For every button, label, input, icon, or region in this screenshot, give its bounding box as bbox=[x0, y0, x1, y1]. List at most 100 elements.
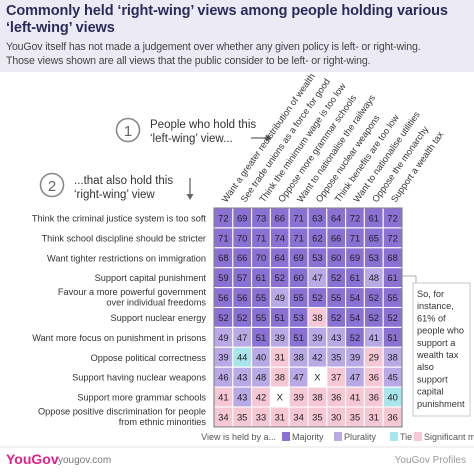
row-label: Support capital punishment bbox=[95, 273, 207, 283]
cell-value: 51 bbox=[293, 332, 303, 343]
cell-value: 48 bbox=[256, 372, 266, 383]
step-1-circle bbox=[115, 117, 141, 143]
cell-value: 35 bbox=[312, 411, 322, 422]
cell-value: 53 bbox=[312, 252, 322, 263]
cell-value: 42 bbox=[312, 352, 322, 363]
step-1-line-1: People who hold this bbox=[150, 119, 256, 131]
cell-value: 47 bbox=[350, 372, 360, 383]
cell-value: 36 bbox=[331, 391, 341, 402]
cell-value: 39 bbox=[293, 391, 303, 402]
cell-value: 55 bbox=[256, 292, 266, 303]
cell-value: 48 bbox=[369, 272, 379, 283]
cell-value: 71 bbox=[256, 232, 266, 243]
cell-value: 51 bbox=[275, 312, 285, 323]
grid-border bbox=[213, 207, 403, 428]
cell-value: 69 bbox=[237, 212, 247, 223]
cell-value: 66 bbox=[237, 252, 247, 263]
cell-value: 71 bbox=[293, 232, 303, 243]
cell-value: 31 bbox=[275, 352, 285, 363]
cell-value: 38 bbox=[387, 352, 397, 363]
footer-site[interactable]: yougov.com bbox=[58, 455, 112, 466]
cell-value: 55 bbox=[331, 292, 341, 303]
cell-value: 71 bbox=[293, 212, 303, 223]
cell-value: 61 bbox=[387, 272, 397, 283]
cell-value: 73 bbox=[256, 212, 266, 223]
cell-value: 68 bbox=[218, 252, 228, 263]
cell-value: 72 bbox=[350, 212, 360, 223]
cell-value: 36 bbox=[387, 411, 397, 422]
callout-line: capital bbox=[417, 387, 444, 397]
cell-value: 69 bbox=[350, 252, 360, 263]
subtitle-line-2: Those views shown are all views that the… bbox=[6, 55, 371, 67]
callout-line: 61% of bbox=[417, 313, 446, 323]
row-label: from ethnic minorities bbox=[119, 417, 207, 427]
legend-label: View is held by a... bbox=[201, 432, 276, 442]
cell-value: 52 bbox=[369, 292, 379, 303]
cell-value: 69 bbox=[293, 252, 303, 263]
chart-subtitle: YouGov itself has not made a judgement o… bbox=[6, 40, 474, 68]
row-label: Oppose political correctness bbox=[91, 353, 207, 363]
cell-value: 41 bbox=[369, 332, 379, 343]
cell-value: 45 bbox=[387, 372, 397, 383]
cell-value: 70 bbox=[237, 232, 247, 243]
cell-value: 55 bbox=[387, 292, 397, 303]
cell-value: 39 bbox=[312, 332, 322, 343]
callout-line: So, for bbox=[417, 289, 444, 299]
cell-value: 39 bbox=[350, 352, 360, 363]
cell-value: 54 bbox=[350, 292, 360, 303]
callout-line: instance, bbox=[417, 301, 454, 311]
legend-swatch bbox=[390, 432, 398, 441]
cell-value: 52 bbox=[312, 292, 322, 303]
legend-item-label: Tie bbox=[400, 432, 412, 442]
cell-value: 61 bbox=[369, 212, 379, 223]
cell-value: 38 bbox=[312, 391, 322, 402]
cell-value: 63 bbox=[312, 212, 322, 223]
legend-swatch bbox=[282, 432, 290, 441]
cell-value: 49 bbox=[218, 332, 228, 343]
cell-value: 70 bbox=[256, 252, 266, 263]
cell-value: 57 bbox=[237, 272, 247, 283]
callout-line: support bbox=[417, 374, 448, 384]
legend-item-label: Majority bbox=[292, 432, 324, 442]
cell-value: 51 bbox=[256, 332, 266, 343]
row-label: Support more grammar schools bbox=[77, 393, 206, 403]
cell-value: 35 bbox=[331, 352, 341, 363]
callout-box bbox=[412, 282, 471, 417]
cell-value: 35 bbox=[350, 411, 360, 422]
cell-value: 51 bbox=[387, 332, 397, 343]
row-label: Support nuclear energy bbox=[110, 313, 206, 323]
cell-value: 46 bbox=[218, 372, 228, 383]
cell-value: 55 bbox=[256, 312, 266, 323]
cell-value: 64 bbox=[331, 212, 341, 223]
row-label: Oppose positive discrimination for peopl… bbox=[38, 406, 206, 416]
cell-value: 72 bbox=[218, 212, 228, 223]
callout-line: also bbox=[417, 362, 434, 372]
row-label: Want tighter restrictions on immigration bbox=[47, 253, 206, 263]
cell-value: 68 bbox=[387, 252, 397, 263]
cell-value: 59 bbox=[218, 272, 228, 283]
row-label: Favour a more powerful government bbox=[58, 287, 207, 297]
cell-value: 43 bbox=[237, 391, 247, 402]
callout-line: wealth tax bbox=[416, 350, 459, 360]
cell-value: 40 bbox=[387, 391, 397, 402]
cell-value: 64 bbox=[275, 252, 285, 263]
cell-value: 53 bbox=[293, 312, 303, 323]
cell-value: 47 bbox=[293, 372, 303, 383]
legend-swatch bbox=[334, 432, 342, 441]
cell-value: 30 bbox=[331, 411, 341, 422]
step-2-line-1: ...that also hold this bbox=[74, 175, 173, 187]
footer-source: YouGov Profiles bbox=[394, 455, 466, 466]
cell-value: 55 bbox=[293, 292, 303, 303]
cell-value: 60 bbox=[331, 252, 341, 263]
cell-value: 65 bbox=[369, 232, 379, 243]
legend-item-label: Significant minority bbox=[424, 432, 474, 442]
row-label: Support having nuclear weapons bbox=[72, 373, 206, 383]
step-2-circle bbox=[39, 172, 65, 198]
row-label: Think the criminal justice system is too… bbox=[32, 213, 207, 223]
cell-value: 39 bbox=[275, 332, 285, 343]
cell-value: 38 bbox=[312, 312, 322, 323]
cell-value: 34 bbox=[218, 411, 228, 422]
cell-value: 52 bbox=[369, 312, 379, 323]
cell-value: 36 bbox=[369, 372, 379, 383]
cell-value: 52 bbox=[331, 312, 341, 323]
